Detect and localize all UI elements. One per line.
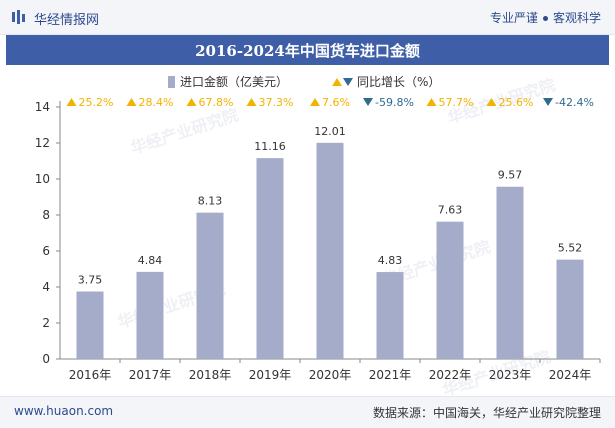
- x-tick-label: 2022年: [429, 368, 472, 382]
- y-tick-label: 2: [42, 316, 50, 330]
- x-tick-label: 2016年: [69, 368, 112, 382]
- footer: www.huaon.com 数据来源：中国海关，华经产业研究院整理: [0, 396, 615, 428]
- triangle-up-icon: [426, 98, 437, 106]
- x-tick-label: 2023年: [489, 368, 532, 382]
- legend-swatch-bar: [168, 75, 175, 88]
- legend-item-growth: 同比增长（%）: [332, 73, 440, 90]
- legend-item-amount: 进口金额（亿美元）: [168, 73, 288, 90]
- bar-value-label: 7.63: [438, 204, 463, 217]
- triangle-up-icon: [310, 98, 320, 106]
- y-tick-label: 10: [35, 172, 50, 186]
- triangle-up-icon: [186, 98, 197, 106]
- triangle-up-icon: [246, 98, 257, 106]
- growth-rate-label: 67.8%: [199, 96, 234, 109]
- growth-rate-label: -42.4%: [555, 96, 594, 109]
- bar-value-label: 8.13: [198, 195, 223, 208]
- x-tick-label: 2024年: [549, 368, 592, 382]
- growth-rate-label: 7.6%: [322, 96, 350, 109]
- x-tick-label: 2020年: [309, 368, 352, 382]
- triangle-up-icon: [66, 98, 77, 106]
- y-tick-label: 8: [42, 208, 50, 222]
- tagline: 专业严谨 客观科学: [490, 9, 601, 26]
- y-tick-label: 6: [42, 244, 50, 258]
- bar: [76, 291, 104, 359]
- triangle-up-icon: [126, 98, 137, 106]
- y-tick-label: 12: [35, 136, 50, 150]
- bar-value-label: 5.52: [558, 242, 583, 255]
- y-tick-label: 0: [42, 352, 50, 366]
- bar-value-label: 12.01: [314, 125, 346, 138]
- bar: [436, 221, 464, 359]
- x-tick-label: 2018年: [189, 368, 232, 382]
- logo-icon: [12, 10, 25, 24]
- triangle-down-icon: [343, 77, 353, 86]
- bar-value-label: 9.57: [498, 169, 523, 182]
- data-source: 数据来源：中国海关，华经产业研究院整理: [372, 406, 601, 420]
- growth-rate-label: -59.8%: [375, 96, 414, 109]
- triangle-up-icon: [332, 77, 342, 86]
- growth-rate-label: 25.6%: [499, 96, 534, 109]
- y-tick-label: 14: [35, 100, 50, 114]
- legend-label-growth: 同比增长（%）: [357, 75, 441, 89]
- growth-rate-label: 37.3%: [259, 96, 294, 109]
- bar-value-label: 11.16: [254, 140, 286, 153]
- bar-chart: 0 2 4 6 8 10 12 14 2016年 3.75 25.2% 2017年 4.84 28.4% 2…: [35, 96, 601, 382]
- top-bar: 华经情报网 专业严谨 客观科学: [0, 0, 615, 35]
- x-tick-label: 2017年: [129, 368, 172, 382]
- bar: [376, 272, 404, 359]
- tagline-2: 客观科学: [552, 11, 601, 25]
- bar: [136, 271, 164, 359]
- legend: 进口金额（亿美元） 同比增长（%）: [0, 73, 615, 93]
- growth-rate-label: 57.7%: [439, 96, 474, 109]
- triangle-up-icon: [486, 98, 497, 106]
- x-tick-label: 2019年: [249, 368, 292, 382]
- brand-name: 华经情报网: [34, 13, 100, 28]
- y-tick-label: 4: [42, 280, 50, 294]
- chart-title: 2016-2024年中国货车进口金额: [195, 42, 420, 60]
- bar: [196, 212, 224, 359]
- growth-rate-label: 25.2%: [79, 96, 114, 109]
- bar: [496, 186, 524, 359]
- bullet-icon: [542, 16, 548, 21]
- bar-value-label: 4.83: [378, 254, 403, 267]
- title-bar: 2016-2024年中国货车进口金额: [6, 35, 609, 65]
- bar: [316, 142, 344, 359]
- tagline-1: 专业严谨: [489, 11, 538, 25]
- growth-rate-label: 28.4%: [139, 96, 174, 109]
- bar-value-label: 3.75: [78, 274, 103, 287]
- bar-value-label: 4.84: [138, 254, 163, 267]
- x-tick-label: 2021年: [369, 368, 412, 382]
- legend-label-amount: 进口金额（亿美元）: [180, 75, 289, 89]
- bar: [256, 158, 284, 359]
- bar: [556, 259, 584, 359]
- triangle-down-icon: [363, 98, 373, 106]
- site-url: www.huaon.com: [14, 404, 114, 418]
- triangle-down-icon: [543, 98, 553, 106]
